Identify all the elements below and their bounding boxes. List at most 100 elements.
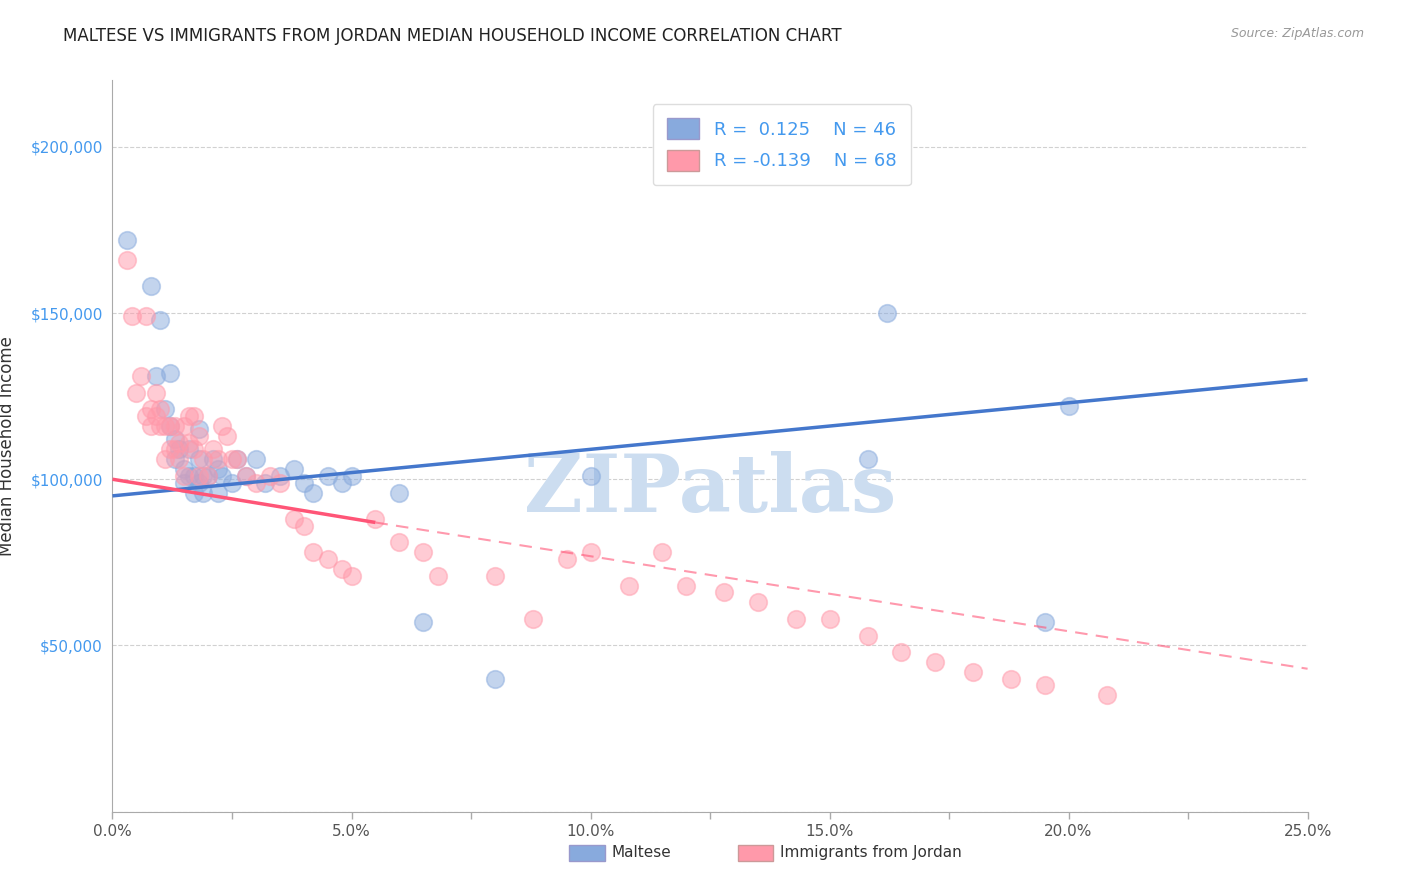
Point [235, 469, 257, 483]
Point [187, 452, 209, 467]
Point [193, 485, 215, 500]
Point [412, 545, 434, 559]
Point [159, 442, 181, 457]
Point [173, 462, 195, 476]
Point [169, 435, 191, 450]
Point [173, 419, 195, 434]
Point [207, 462, 229, 476]
Point [193, 452, 215, 467]
Point [235, 469, 257, 483]
Point [225, 452, 247, 467]
Point [169, 442, 191, 457]
Point [221, 452, 243, 467]
Point [484, 568, 506, 582]
Point [135, 409, 157, 423]
Point [302, 545, 325, 559]
Point [890, 645, 912, 659]
Point [388, 485, 411, 500]
Point [183, 469, 205, 483]
Text: Maltese: Maltese [612, 846, 671, 860]
Point [149, 312, 172, 326]
Point [856, 628, 879, 642]
Point [412, 615, 434, 630]
Point [579, 469, 602, 483]
Point [187, 469, 209, 483]
Point [245, 452, 267, 467]
Point [207, 485, 229, 500]
Point [193, 469, 215, 483]
Point [340, 568, 363, 582]
Point [579, 545, 602, 559]
Point [149, 419, 172, 434]
Point [145, 385, 167, 400]
Point [924, 655, 946, 669]
Point [145, 369, 167, 384]
Text: MALTESE VS IMMIGRANTS FROM JORDAN MEDIAN HOUSEHOLD INCOME CORRELATION CHART: MALTESE VS IMMIGRANTS FROM JORDAN MEDIAN… [63, 27, 842, 45]
Point [217, 429, 239, 443]
Point [177, 442, 200, 457]
Point [245, 475, 267, 490]
Point [1000, 672, 1022, 686]
Y-axis label: Median Household Income: Median Household Income [0, 336, 17, 556]
Point [163, 433, 186, 447]
Point [125, 385, 148, 400]
Point [135, 310, 157, 324]
Point [197, 469, 219, 483]
Point [856, 452, 879, 467]
Point [121, 310, 143, 324]
Point [183, 442, 205, 457]
Point [173, 469, 195, 483]
Point [159, 366, 181, 380]
Point [153, 402, 176, 417]
Point [159, 419, 181, 434]
Point [283, 462, 305, 476]
Point [292, 475, 315, 490]
Point [876, 306, 898, 320]
Point [1095, 689, 1118, 703]
Point [292, 518, 315, 533]
Point [484, 672, 506, 686]
Point [201, 452, 224, 467]
Point [426, 568, 449, 582]
Point [159, 419, 181, 434]
Point [201, 442, 224, 457]
Point [818, 612, 841, 626]
Point [555, 552, 578, 566]
Point [364, 512, 387, 526]
Point [207, 452, 229, 467]
Point [211, 469, 233, 483]
Point [340, 469, 363, 483]
Point [962, 665, 984, 679]
Point [187, 429, 209, 443]
Point [169, 452, 191, 467]
Point [145, 409, 167, 423]
Point [139, 402, 162, 417]
Point [302, 485, 325, 500]
Point [254, 475, 277, 490]
Point [211, 419, 233, 434]
Point [330, 562, 353, 576]
Point [713, 585, 735, 599]
Point [316, 552, 339, 566]
Point [187, 475, 209, 490]
Text: Source: ZipAtlas.com: Source: ZipAtlas.com [1230, 27, 1364, 40]
Text: Immigrants from Jordan: Immigrants from Jordan [780, 846, 962, 860]
Point [115, 252, 138, 267]
Text: ZIPatlas: ZIPatlas [524, 450, 896, 529]
Point [177, 435, 200, 450]
Point [163, 452, 186, 467]
Point [221, 475, 243, 490]
Point [129, 369, 152, 384]
Point [259, 469, 281, 483]
Point [747, 595, 769, 609]
Point [197, 469, 219, 483]
Point [617, 579, 640, 593]
Point [330, 475, 353, 490]
Point [183, 485, 205, 500]
Legend: R =  0.125    N = 46, R = -0.139    N = 68: R = 0.125 N = 46, R = -0.139 N = 68 [652, 104, 911, 186]
Point [153, 452, 176, 467]
Point [1033, 615, 1056, 630]
Point [522, 612, 544, 626]
Point [675, 579, 697, 593]
Point [177, 469, 200, 483]
